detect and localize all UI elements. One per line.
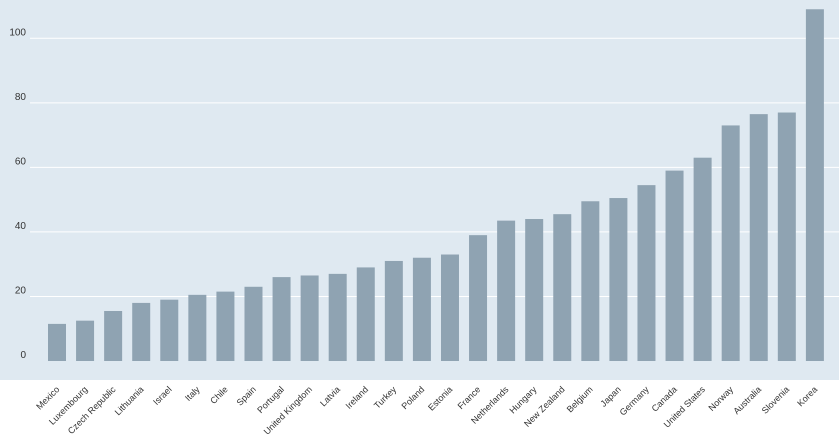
bar-lithuania: [132, 302, 151, 361]
x-tick-label-latvia: Latvia: [318, 384, 342, 408]
bar-luxembourg: [76, 320, 95, 361]
bar-spain: [244, 286, 263, 361]
x-tick-label-israel: Israel: [151, 384, 174, 407]
x-tick-label-lithuania: Lithuania: [113, 384, 146, 417]
bar-italy: [188, 294, 207, 361]
x-tick-label-slovenia: Slovenia: [760, 384, 791, 415]
bar-united-kingdom: [300, 275, 319, 361]
y-axis-tick-labels: 0 20 40 60 80 100: [9, 27, 26, 361]
x-tick-label-italy: Italy: [183, 384, 202, 403]
bar-chile: [216, 291, 235, 361]
bar-israel: [160, 299, 179, 361]
bar-japan: [609, 198, 628, 361]
y-tick-label-100: 100: [9, 27, 26, 38]
bar-france: [469, 235, 488, 361]
x-tick-label-korea: Korea: [795, 384, 819, 408]
x-tick-label-chile: Chile: [208, 384, 230, 406]
bar-new-zealand: [553, 214, 572, 361]
x-tick-label-mexico: Mexico: [34, 384, 61, 411]
bar-netherlands: [497, 220, 516, 361]
bar-germany: [637, 185, 656, 361]
x-tick-label-estonia: Estonia: [426, 384, 454, 412]
bar-australia: [749, 114, 768, 361]
bar-slovenia: [777, 112, 796, 362]
bar-poland: [412, 257, 431, 361]
bar-czech-republic: [104, 310, 123, 361]
y-tick-label-0: 0: [20, 350, 26, 361]
bar-canada: [665, 170, 684, 361]
x-tick-label-france: France: [456, 384, 483, 411]
bars: [48, 9, 824, 362]
bar-mexico: [48, 323, 66, 361]
x-tick-label-united-kingdom: United Kingdom: [262, 384, 314, 434]
x-tick-label-japan: Japan: [598, 384, 622, 408]
x-tick-label-ireland: Ireland: [344, 384, 371, 411]
y-tick-label-60: 60: [15, 156, 27, 167]
y-tick-label-40: 40: [15, 221, 27, 232]
bar-norway: [721, 125, 740, 362]
x-tick-label-czech-republic: Czech Republic: [66, 384, 118, 434]
bar-portugal: [272, 277, 291, 361]
x-tick-label-poland: Poland: [399, 384, 426, 411]
bar-turkey: [384, 260, 403, 361]
x-tick-label-belgium: Belgium: [565, 384, 595, 414]
x-tick-label-spain: Spain: [235, 384, 258, 407]
y-tick-label-20: 20: [15, 285, 27, 296]
bar-belgium: [581, 201, 600, 361]
y-tick-label-80: 80: [15, 92, 27, 103]
x-tick-label-turkey: Turkey: [372, 384, 399, 411]
x-tick-label-australia: Australia: [731, 384, 763, 416]
bar-korea: [805, 9, 824, 361]
bar-ireland: [356, 267, 375, 361]
x-tick-label-germany: Germany: [618, 384, 652, 418]
bar-latvia: [328, 273, 347, 361]
bar-estonia: [440, 254, 459, 361]
bar-united-states: [693, 157, 712, 361]
bar-hungary: [525, 219, 544, 361]
